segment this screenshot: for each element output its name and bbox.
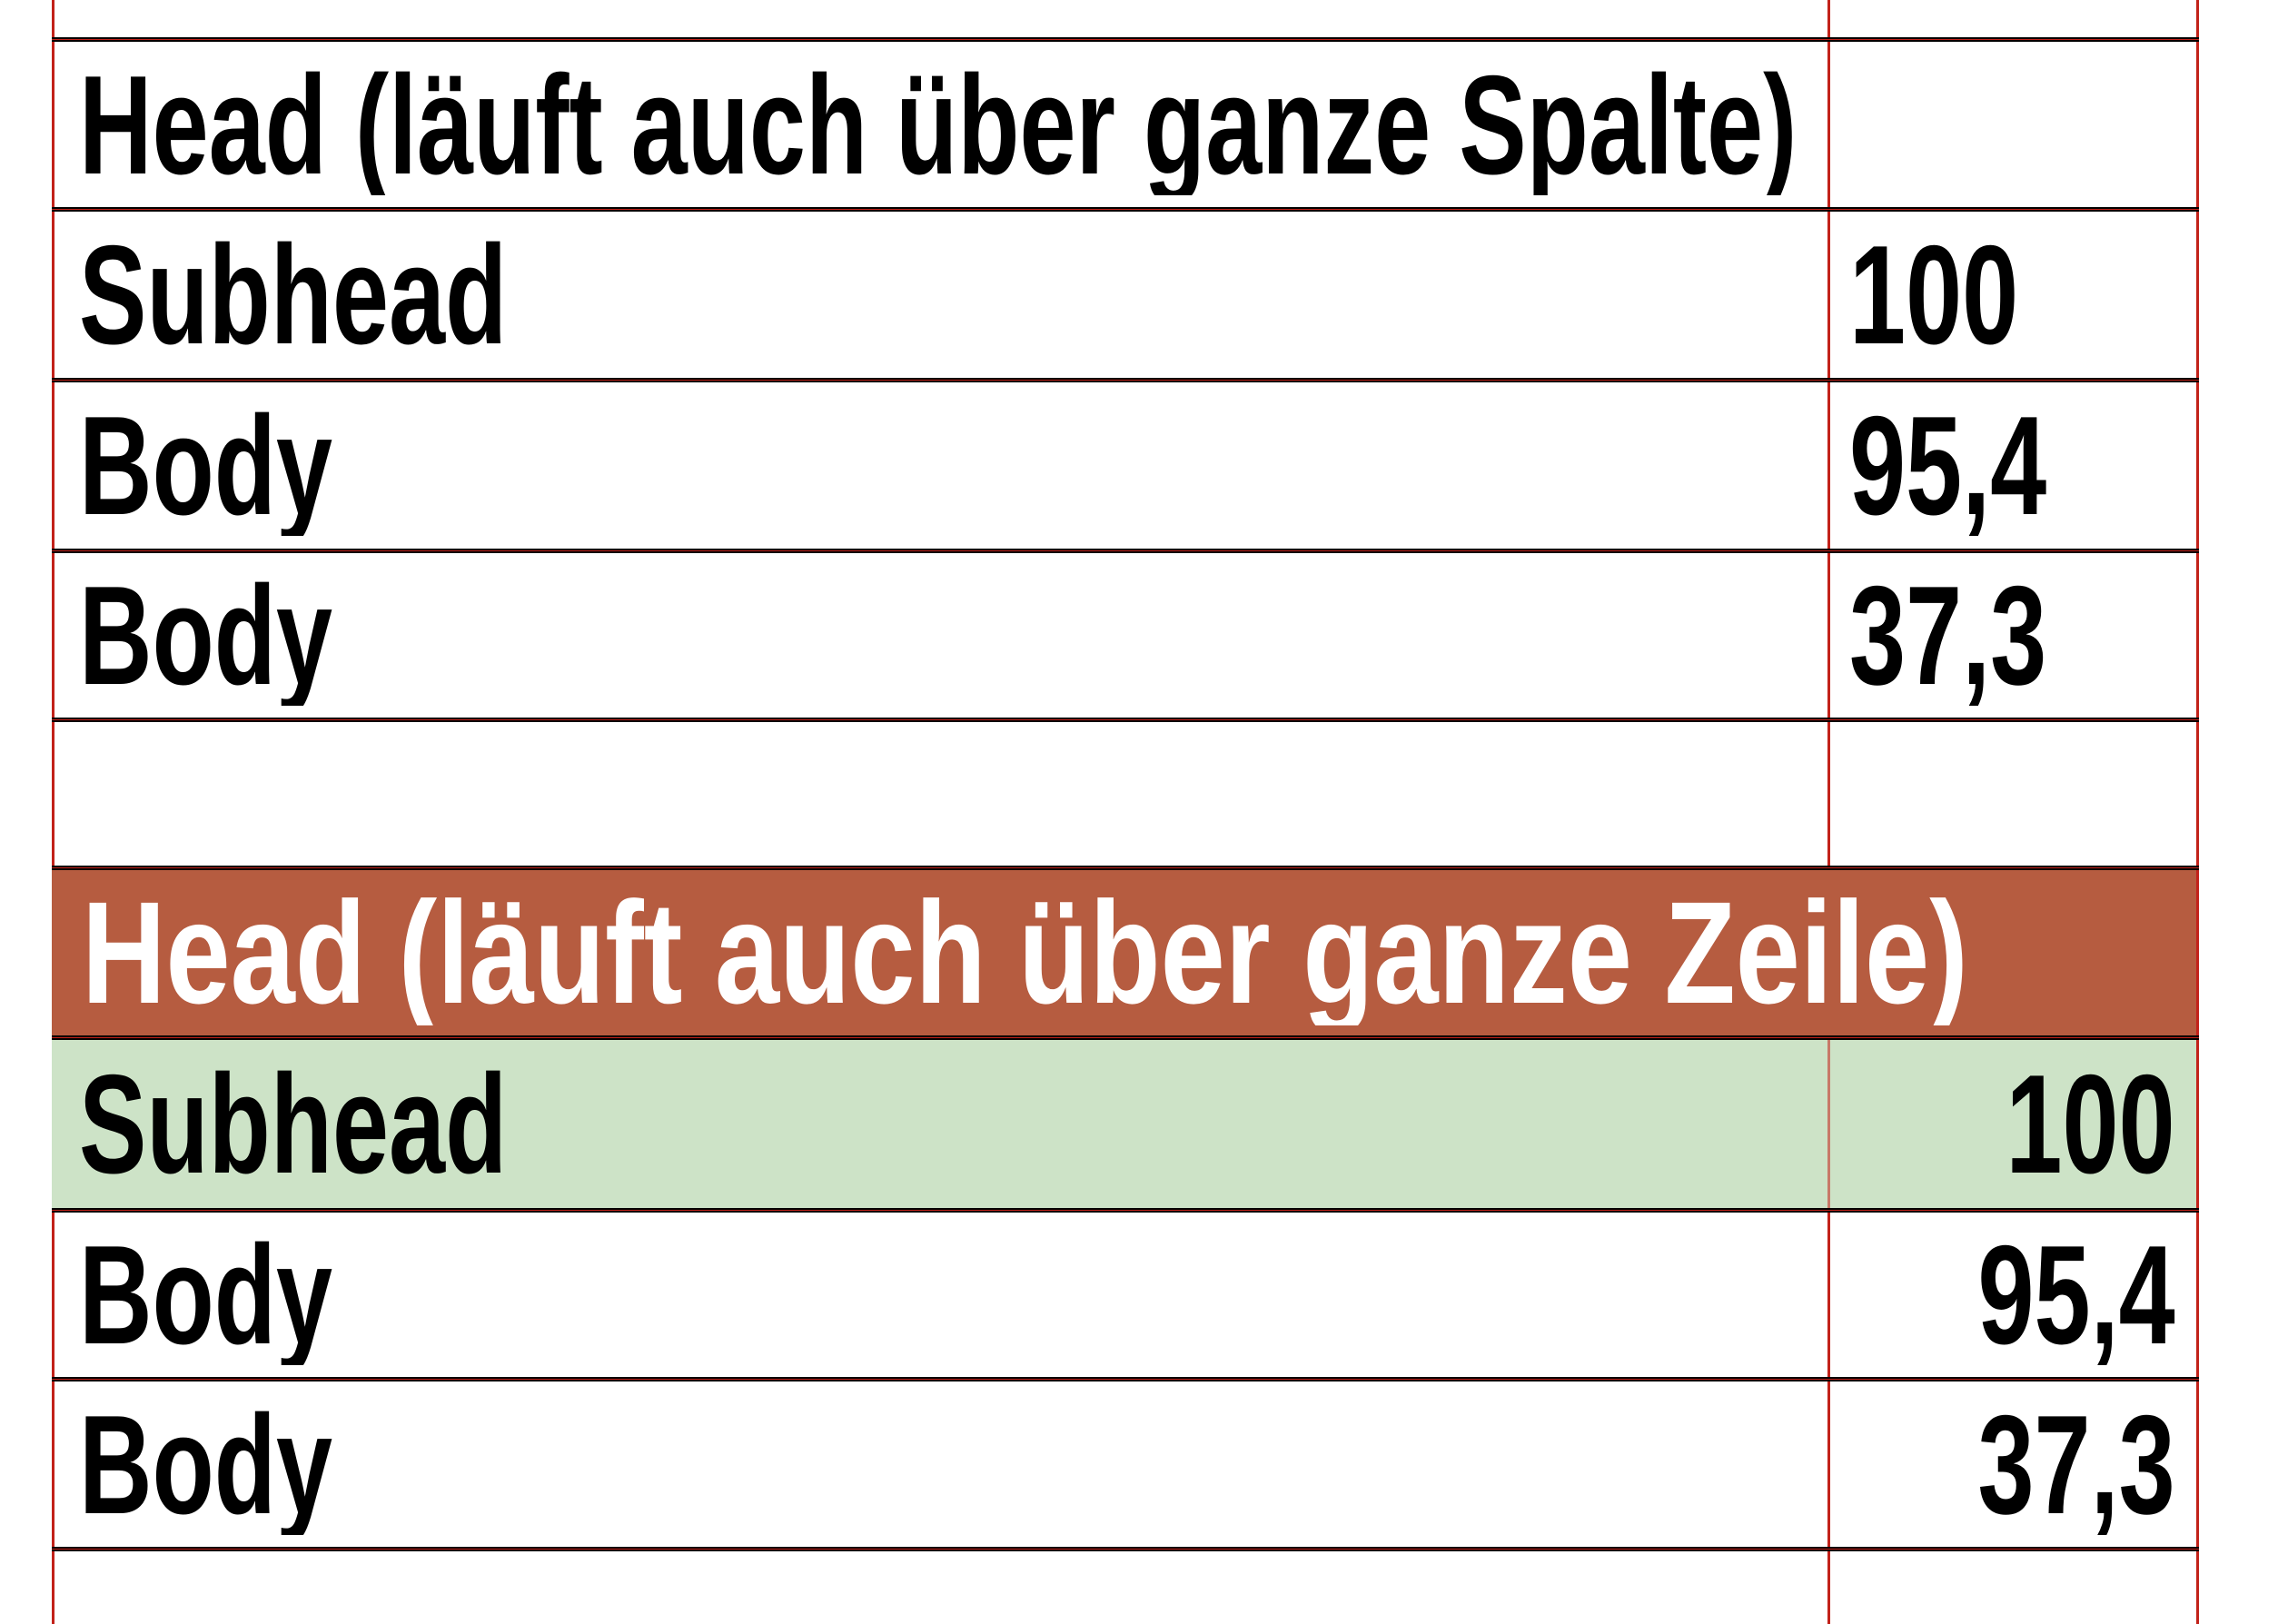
table1-body1-label-cell: Body xyxy=(52,395,1827,536)
table2-rule xyxy=(52,1377,2199,1381)
table2-rule xyxy=(52,1208,2199,1213)
table2-body-row-1: Body 95,4 xyxy=(52,1213,2196,1377)
table2-subhead-column-divider xyxy=(1827,1040,1830,1208)
table2-body2-label: Body xyxy=(79,1393,332,1535)
table1-body-row-1: Body 95,4 xyxy=(52,382,2196,549)
table1-head-row: Head (läuft auch über ganze Spalte) xyxy=(52,42,2196,207)
table1-body-row-2: Body 37,3 xyxy=(52,553,2196,718)
table1-rule-bottom xyxy=(52,718,2199,722)
table2-body2-value-cell: 37,3 xyxy=(1828,1394,2196,1535)
table1-body2-label-cell: Body xyxy=(52,565,1827,706)
table2-subhead-label-cell: Subhead xyxy=(52,1054,1828,1194)
table2-rule-top xyxy=(52,866,2199,870)
table1-body2-value-cell: 37,3 xyxy=(1827,565,2196,706)
table2-rule xyxy=(52,1035,2199,1040)
table2-body2-value: 37,3 xyxy=(1977,1385,2175,1543)
table2-body1-label: Body xyxy=(79,1224,332,1365)
table1-body2-label: Body xyxy=(79,565,332,706)
table2-body-row-2: Body 37,3 xyxy=(52,1381,2196,1547)
table1-rule xyxy=(52,549,2199,553)
table2-rule-bottom xyxy=(52,1547,2199,1551)
table1-subhead-value: 100 xyxy=(1849,216,2019,373)
table2-subhead-label: Subhead xyxy=(79,1054,508,1194)
table1-rule-top xyxy=(52,37,2199,42)
vertical-gridline-left xyxy=(52,0,54,1624)
table1-subhead-row: Subhead 100 xyxy=(52,212,2196,378)
table2-body2-label-cell: Body xyxy=(52,1394,1828,1535)
table1-head-cell: Head (läuft auch über ganze Spalte) xyxy=(52,54,1827,195)
table1-body1-value: 95,4 xyxy=(1849,387,2047,544)
table1-subhead-value-cell: 100 xyxy=(1827,224,2196,365)
table2-subhead-value: 100 xyxy=(2006,1045,2175,1203)
table1-body1-value-cell: 95,4 xyxy=(1827,395,2196,536)
table2-body1-value: 95,4 xyxy=(1977,1216,2175,1373)
table1-subhead-label-cell: Subhead xyxy=(52,224,1827,365)
vertical-gridline-column-divider xyxy=(1827,0,1830,1624)
table2-head-cell: Head (läuft auch über ganze Zeile) xyxy=(52,880,2196,1025)
table2-head-text: Head (läuft auch über ganze Zeile) xyxy=(82,880,1968,1025)
table2-subhead-value-cell: 100 xyxy=(1828,1054,2196,1194)
table1-head-empty-cell xyxy=(1827,116,2196,133)
table2-head-row-merged: Head (läuft auch über ganze Zeile) xyxy=(52,870,2196,1035)
table1-subhead-label: Subhead xyxy=(79,224,508,365)
table1-head-text: Head (läuft auch über ganze Spalte) xyxy=(79,54,1798,195)
table2-subhead-row: Subhead 100 xyxy=(52,1040,2196,1208)
table1-body1-label: Body xyxy=(79,395,332,536)
table1-rule xyxy=(52,378,2199,382)
table1-rule xyxy=(52,207,2199,212)
vertical-gridline-right xyxy=(2196,0,2199,1624)
table2-body1-value-cell: 95,4 xyxy=(1828,1224,2196,1365)
table2-body1-label-cell: Body xyxy=(52,1224,1828,1365)
table1-body2-value: 37,3 xyxy=(1849,557,2047,714)
